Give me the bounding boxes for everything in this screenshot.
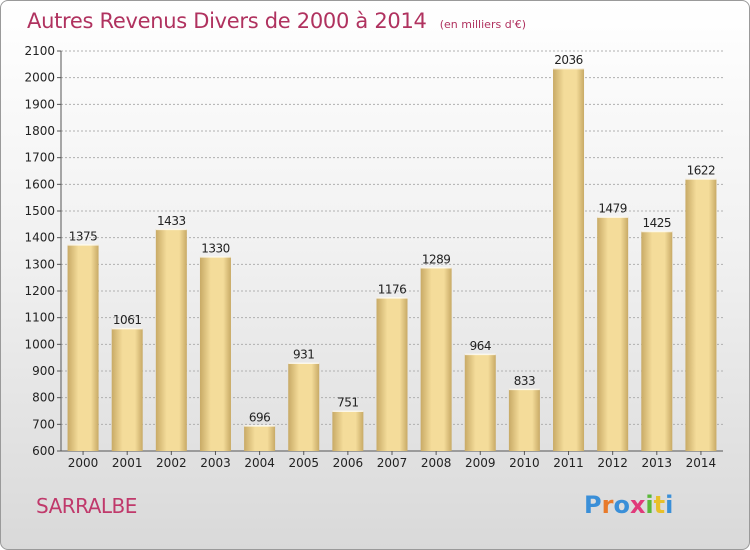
- logo-letter: x: [629, 491, 646, 519]
- x-tick-label: 2000: [68, 456, 99, 470]
- x-tick-label: 2006: [333, 456, 364, 470]
- data-label: 1375: [69, 229, 98, 243]
- logo-letter: i: [665, 491, 674, 519]
- bar: [244, 425, 276, 451]
- x-tick-label: 2005: [288, 456, 319, 470]
- bar: [464, 353, 496, 451]
- y-tick-label: 2100: [24, 44, 55, 58]
- x-tick-label: 2008: [421, 456, 452, 470]
- x-tick-label: 2012: [597, 456, 628, 470]
- bar: [420, 267, 452, 451]
- logo-letter: r: [601, 491, 614, 519]
- data-label: 1330: [201, 241, 230, 255]
- place-name: SARRALBE: [36, 494, 137, 518]
- x-tick-label: 2007: [377, 456, 408, 470]
- y-tick-label: 800: [32, 391, 55, 405]
- x-tick-label: 2011: [553, 456, 584, 470]
- x-tick-label: 2003: [200, 456, 231, 470]
- logo-letter: i: [645, 491, 654, 519]
- x-tick-label: 2002: [156, 456, 187, 470]
- logo-letter: o: [613, 491, 630, 519]
- data-label: 1289: [422, 252, 451, 266]
- y-tick-label: 600: [32, 444, 55, 458]
- bar: [111, 328, 143, 451]
- y-tick-label: 1300: [24, 257, 55, 271]
- y-tick-label: 1600: [24, 177, 55, 191]
- y-tick-label: 2000: [24, 71, 55, 85]
- y-tick-label: 1700: [24, 151, 55, 165]
- bar: [685, 178, 717, 451]
- logo-letter: t: [653, 491, 666, 519]
- data-label: 1622: [687, 163, 716, 177]
- y-tick-label: 700: [32, 417, 55, 431]
- data-label: 1061: [113, 313, 142, 327]
- data-label: 2036: [554, 53, 583, 67]
- title-row: Autres Revenus Divers de 2000 à 2014 (en…: [27, 9, 526, 33]
- x-tick-label: 2004: [244, 456, 275, 470]
- data-label: 833: [514, 374, 535, 388]
- x-tick-label: 2014: [686, 456, 717, 470]
- y-tick-label: 1900: [24, 97, 55, 111]
- proxiti-logo: Proxiti: [584, 491, 673, 519]
- bar: [155, 228, 187, 451]
- x-tick-label: 2010: [509, 456, 540, 470]
- bar: [67, 244, 99, 451]
- y-tick-label: 1200: [24, 284, 55, 298]
- bar: [641, 231, 673, 451]
- y-tick-label: 1800: [24, 124, 55, 138]
- chart-title: Autres Revenus Divers de 2000 à 2014: [27, 9, 427, 33]
- x-tick-label: 2009: [465, 456, 496, 470]
- data-label: 696: [249, 410, 270, 424]
- chart-subtitle: (en milliers d'€): [439, 18, 526, 31]
- y-tick-label: 1100: [24, 311, 55, 325]
- bar: [332, 410, 364, 451]
- bar: [508, 388, 540, 451]
- y-tick-label: 1500: [24, 204, 55, 218]
- bar: [199, 256, 231, 451]
- logo-letter: P: [584, 491, 602, 519]
- y-tick-label: 1400: [24, 231, 55, 245]
- y-tick-label: 1000: [24, 337, 55, 351]
- bar: [597, 216, 629, 451]
- data-label: 931: [293, 348, 314, 362]
- bar: [288, 362, 320, 451]
- y-tick-label: 900: [32, 364, 55, 378]
- x-tick-label: 2001: [112, 456, 143, 470]
- bar: [376, 297, 408, 451]
- data-label: 964: [470, 339, 491, 353]
- data-label: 1479: [598, 202, 627, 216]
- data-label: 751: [337, 396, 358, 410]
- data-label: 1425: [643, 216, 672, 230]
- data-label: 1433: [157, 214, 186, 228]
- bar: [553, 68, 585, 452]
- data-label: 1176: [378, 282, 407, 296]
- x-tick-label: 2013: [642, 456, 673, 470]
